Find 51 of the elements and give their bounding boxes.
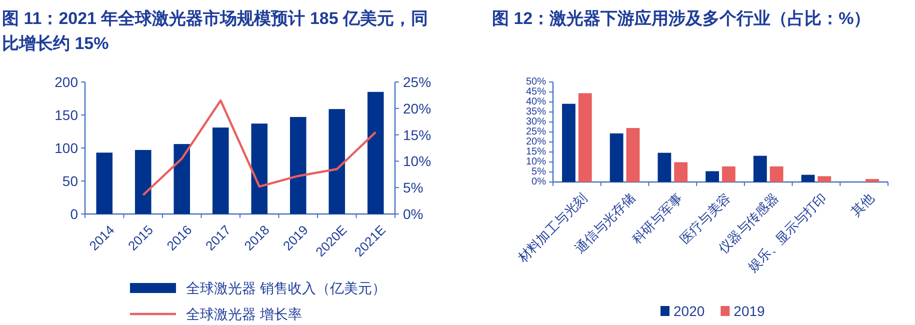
- y2-tick-label: 5%: [403, 180, 424, 196]
- bar: [818, 176, 832, 182]
- y-tick-label: 45%: [526, 86, 546, 98]
- bar: [134, 150, 152, 214]
- bar: [212, 128, 229, 214]
- chart-title: 图 11：2021 年全球激光器市场规模预计 185 亿美元，同比增长约 15%: [2, 9, 428, 53]
- bar: [770, 166, 784, 182]
- x-tick-label: 其他: [848, 190, 877, 220]
- y-tick-label: 25%: [526, 126, 546, 138]
- chart-title: 图 12：激光器下游应用涉及多个行业（占比：%）: [492, 9, 871, 28]
- y-tick-label: 10%: [526, 156, 546, 168]
- bar: [96, 152, 113, 214]
- y2-tick-label: 0%: [403, 206, 424, 222]
- y-tick-label: 20%: [526, 136, 546, 148]
- y-tick-label: 40%: [526, 96, 546, 108]
- y-tick-label: 50: [62, 173, 78, 189]
- y-tick-label: 15%: [526, 146, 546, 158]
- bar: [722, 166, 736, 182]
- bar: [753, 156, 767, 182]
- bar: [251, 124, 268, 214]
- y2-tick-label: 20%: [403, 100, 432, 116]
- y2-tick-label: 15%: [403, 126, 432, 143]
- bar: [562, 104, 576, 182]
- bar: [706, 171, 719, 182]
- legend-label: 2020: [674, 303, 705, 319]
- bar: [866, 179, 879, 182]
- y-tick-label: 5%: [532, 166, 546, 178]
- bar: [290, 116, 306, 214]
- y2-tick-label: 25%: [403, 74, 432, 90]
- bar: [626, 128, 640, 182]
- bar: [174, 144, 190, 214]
- bar: [578, 93, 592, 182]
- y-tick-label: 100: [54, 140, 78, 156]
- bar: [658, 152, 672, 182]
- legend-label: 全球激光器 增长率: [186, 306, 302, 322]
- bar: [801, 174, 815, 182]
- y-tick-label: 50%: [526, 76, 546, 88]
- bar: [674, 162, 688, 182]
- bar: [328, 109, 346, 214]
- y-tick-label: 0%: [532, 176, 546, 188]
- y-tick-label: 200: [54, 74, 78, 90]
- y-tick-label: 0: [70, 206, 78, 222]
- bar: [367, 92, 384, 214]
- y-tick-label: 35%: [526, 106, 546, 118]
- legend-label: 全球激光器 销售收入（亿美元）: [186, 280, 386, 296]
- line-series: [142, 99, 377, 196]
- y-tick-label: 150: [54, 107, 78, 123]
- y2-tick-label: 10%: [403, 153, 432, 170]
- bar: [610, 133, 624, 182]
- y-tick-label: 30%: [526, 116, 546, 128]
- legend-label: 2019: [734, 303, 766, 319]
